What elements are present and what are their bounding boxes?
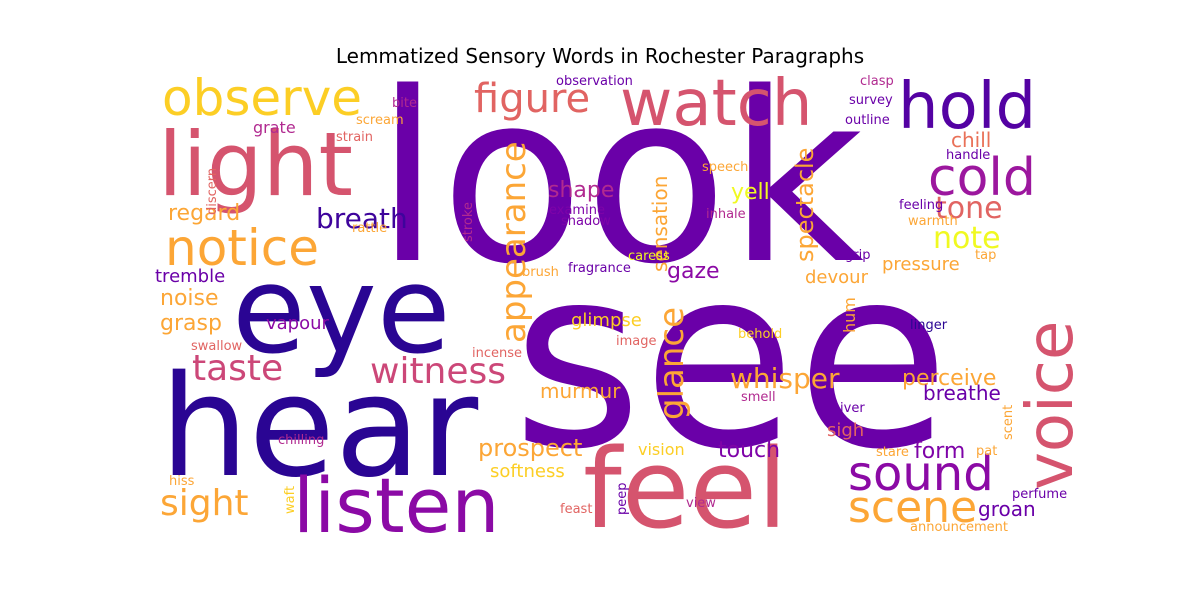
word-murmur: murmur (540, 379, 621, 403)
word-tone: tone (935, 191, 1003, 226)
word-smell: smell (741, 390, 776, 405)
word-touch: touch (718, 438, 780, 463)
word-waft: waft (283, 486, 298, 514)
word-clasp: clasp (860, 74, 894, 89)
word-appearance: appearance (494, 141, 534, 343)
word-scream: scream (356, 113, 404, 128)
word-stroke: stroke (461, 202, 476, 242)
word-sensation: sensation (648, 176, 672, 272)
word-breathe: breathe (923, 381, 1001, 405)
word-chilling: chilling (278, 433, 324, 448)
word-noise: noise (160, 286, 219, 311)
word-whisper: whisper (730, 362, 840, 395)
word-hiss: hiss (169, 474, 195, 489)
word-scent: scent (1001, 405, 1016, 440)
word-perceive: perceive (902, 366, 996, 391)
word-form: form (914, 439, 965, 464)
word-speech: speech (702, 160, 748, 175)
word-observation: observation (556, 74, 633, 89)
word-glimpse: glimpse (571, 310, 642, 331)
word-perfume: perfume (1012, 487, 1067, 502)
word-gaze: gaze (667, 259, 720, 284)
word-softness: softness (490, 461, 565, 482)
word-strain: strain (336, 130, 373, 145)
word-inhale: inhale (706, 207, 746, 222)
word-hear: hear (160, 346, 479, 509)
word-tremble: tremble (155, 266, 225, 287)
word-witness: witness (370, 351, 506, 392)
word-hum: hum (840, 297, 859, 333)
word-announcement: announcement (910, 520, 1008, 535)
word-warmth: warmth (908, 214, 958, 229)
word-light: light (158, 113, 353, 216)
word-discern: discern (205, 168, 220, 215)
word-listen: listen (293, 461, 500, 550)
word-eye: eye (232, 242, 451, 381)
word-glance: glance (652, 307, 692, 420)
word-devour: devour (805, 267, 869, 288)
word-stare: stare (876, 445, 909, 460)
word-observe: observe (162, 69, 362, 127)
word-rattle: rattle (352, 221, 387, 236)
word-watch: watch (620, 67, 812, 141)
word-vapour: vapour (266, 313, 330, 334)
word-handle: handle (946, 148, 990, 163)
word-prospect: prospect (478, 434, 582, 462)
word-note: note (933, 221, 1001, 256)
word-image: image (616, 334, 657, 349)
word-look: look (375, 43, 864, 316)
word-behold: behold (738, 327, 782, 342)
word-sight: sight (160, 483, 249, 524)
word-shape: shape (548, 178, 614, 203)
word-tap: tap (975, 248, 996, 263)
word-taste: taste (192, 348, 283, 389)
word-fragrance: fragrance (568, 261, 631, 276)
word-caress: caress (628, 249, 670, 264)
word-incense: incense (472, 346, 522, 361)
chart-title: Lemmatized Sensory Words in Rochester Pa… (335, 44, 865, 68)
word-vision: vision (638, 440, 685, 459)
word-shadow: shadow (561, 214, 611, 229)
word-linger: linger (910, 318, 948, 333)
word-cold: cold (928, 148, 1036, 208)
word-grate: grate (253, 118, 296, 137)
word-figure: figure (474, 76, 590, 122)
word-sound: sound (848, 446, 994, 502)
word-bite: bite (392, 96, 417, 111)
word-yell: yell (731, 180, 770, 205)
word-outline: outline (845, 113, 890, 128)
word-shiver: shiver (825, 401, 865, 416)
word-examine: examine (549, 203, 605, 218)
word-grasp: grasp (160, 311, 222, 336)
word-pat: pat (976, 444, 997, 459)
word-hold: hold (898, 70, 1036, 144)
word-view: view (686, 496, 716, 511)
word-chill: chill (951, 128, 991, 152)
word-swallow: swallow (191, 339, 243, 354)
word-feast: feast (560, 502, 592, 517)
word-scene: scene (848, 482, 977, 533)
word-spectacle: spectacle (791, 148, 819, 262)
word-voice: voice (1014, 321, 1088, 490)
word-regard: regard (168, 201, 240, 226)
word-see: see (512, 213, 950, 504)
word-survey: survey (849, 93, 893, 108)
word-feel: feel (583, 425, 788, 553)
word-sigh: sigh (827, 420, 864, 441)
word-grip: grip (845, 248, 870, 263)
word-breath: breath (316, 202, 408, 235)
word-brush: brush (522, 265, 559, 280)
word-pressure: pressure (882, 254, 960, 275)
word-peep: peep (615, 483, 630, 516)
word-feeling: feeling (899, 198, 943, 213)
word-groan: groan (978, 497, 1036, 521)
word-notice: notice (165, 219, 319, 277)
